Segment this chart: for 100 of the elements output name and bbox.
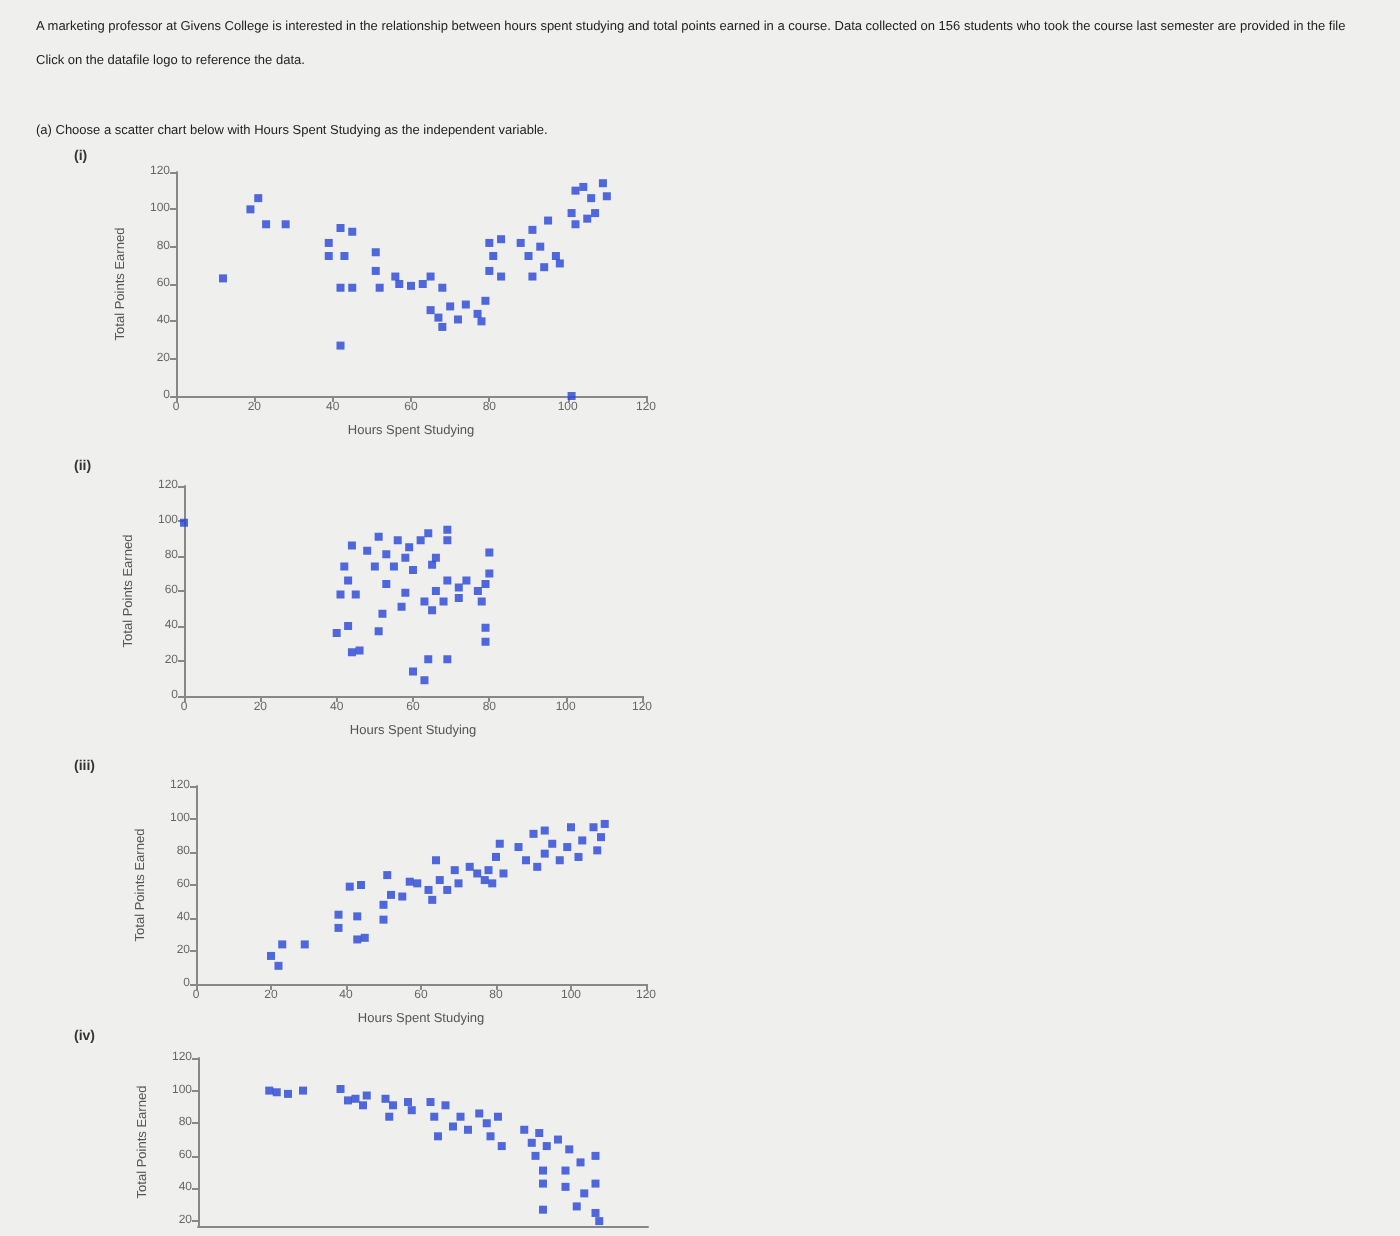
point xyxy=(561,1182,570,1191)
point xyxy=(485,266,494,275)
point xyxy=(420,676,429,685)
point xyxy=(345,882,354,891)
point xyxy=(542,1142,551,1151)
point xyxy=(254,194,263,203)
point xyxy=(374,532,383,541)
point xyxy=(481,637,490,646)
point xyxy=(591,209,600,218)
point xyxy=(334,910,343,919)
point xyxy=(475,1109,484,1118)
point xyxy=(544,216,553,225)
point xyxy=(497,235,506,244)
point xyxy=(539,1179,547,1188)
point xyxy=(540,826,549,835)
point xyxy=(420,597,429,606)
point xyxy=(443,576,452,585)
point xyxy=(405,543,414,552)
point xyxy=(567,209,576,218)
point xyxy=(443,536,452,545)
point xyxy=(446,302,455,311)
point xyxy=(591,1151,600,1160)
point xyxy=(426,272,435,281)
point xyxy=(488,879,497,888)
point xyxy=(443,885,452,894)
point xyxy=(443,655,452,664)
point xyxy=(473,587,482,595)
point xyxy=(355,646,364,655)
point xyxy=(362,1091,371,1100)
point xyxy=(374,627,383,636)
point xyxy=(413,879,422,888)
point xyxy=(299,1086,307,1095)
point xyxy=(407,1106,416,1115)
point xyxy=(324,252,333,260)
point xyxy=(591,1179,600,1188)
point xyxy=(278,940,287,949)
point xyxy=(528,225,537,234)
point xyxy=(340,252,349,260)
point xyxy=(591,1208,600,1217)
point xyxy=(529,829,538,838)
point xyxy=(397,602,406,611)
point xyxy=(431,587,440,595)
point xyxy=(555,856,564,865)
point xyxy=(381,1094,390,1103)
point xyxy=(332,629,341,637)
point xyxy=(379,900,388,909)
point xyxy=(404,1098,412,1107)
point xyxy=(438,322,447,331)
point xyxy=(540,849,549,858)
point xyxy=(336,590,345,599)
point xyxy=(344,622,353,630)
point xyxy=(360,933,369,942)
point xyxy=(514,843,523,852)
point xyxy=(593,846,602,855)
point xyxy=(424,529,433,538)
point xyxy=(571,220,580,229)
point xyxy=(265,1086,274,1095)
point xyxy=(336,224,345,232)
point xyxy=(516,238,525,247)
point xyxy=(359,1101,367,1110)
point xyxy=(456,1112,465,1121)
point xyxy=(579,182,588,191)
point xyxy=(454,583,463,592)
point xyxy=(357,881,365,889)
point xyxy=(416,536,425,545)
point xyxy=(336,1084,345,1093)
point xyxy=(572,1202,581,1211)
point xyxy=(409,667,417,676)
point xyxy=(353,935,362,944)
point xyxy=(485,569,494,578)
point xyxy=(449,1122,457,1131)
point xyxy=(598,179,607,188)
point xyxy=(551,252,560,260)
point xyxy=(351,590,360,599)
point xyxy=(441,1101,450,1110)
point xyxy=(432,856,440,865)
point xyxy=(371,266,380,275)
point xyxy=(454,315,462,324)
point xyxy=(401,553,410,562)
point xyxy=(375,283,384,292)
point xyxy=(531,1151,540,1160)
point xyxy=(492,852,500,861)
point xyxy=(418,280,427,288)
point xyxy=(522,856,530,865)
point xyxy=(464,1125,472,1134)
point xyxy=(274,961,283,970)
point xyxy=(527,1138,536,1147)
point xyxy=(428,895,437,904)
point xyxy=(409,566,417,574)
point xyxy=(424,885,433,894)
point xyxy=(548,839,557,848)
point xyxy=(595,1217,604,1226)
point xyxy=(481,296,490,305)
point xyxy=(180,518,188,527)
point xyxy=(389,1101,397,1110)
point xyxy=(348,283,357,292)
point xyxy=(393,536,402,545)
point xyxy=(443,525,452,534)
point xyxy=(284,1089,292,1098)
point xyxy=(378,609,387,618)
